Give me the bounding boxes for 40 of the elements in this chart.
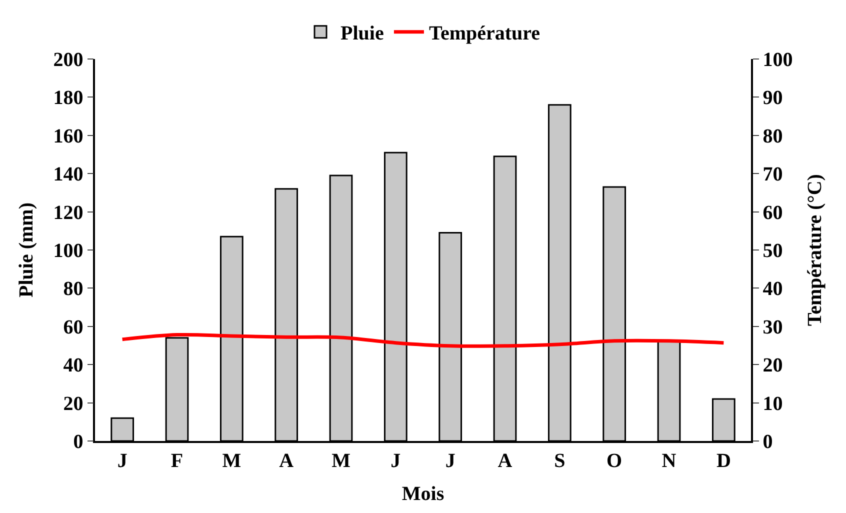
y-axis-title: Pluie (mm): [15, 202, 38, 298]
y-tick-label: 40: [63, 354, 84, 377]
y2-axis-title: Température (°C): [804, 174, 826, 326]
legend-label: Température: [428, 22, 540, 45]
y-tick-label: 100: [53, 240, 84, 262]
x-tick-label: J: [445, 450, 456, 472]
x-tick-label: N: [662, 450, 677, 472]
y-tick-label: 180: [53, 87, 84, 110]
y2-tick-label: 60: [762, 202, 783, 224]
y2-tick-label: 40: [762, 278, 783, 300]
x-tick-label: M: [222, 450, 242, 472]
y-tick-label: 160: [53, 125, 84, 148]
y2-tick-label: 70: [762, 164, 783, 186]
y-tick-label: 60: [63, 316, 84, 338]
x-tick-label: M: [332, 450, 351, 472]
y2-tick-label: 10: [762, 392, 783, 415]
y-tick-label: 80: [63, 278, 84, 300]
x-tick-label: A: [279, 450, 294, 472]
y-tick-label: 0: [73, 431, 84, 453]
legend-label: Pluie: [340, 22, 384, 45]
y2-tick-label: 0: [762, 431, 773, 453]
y2-tick-label: 100: [762, 49, 793, 71]
x-tick-label: D: [716, 450, 731, 472]
x-tick-label: S: [554, 450, 566, 472]
y2-tick-label: 30: [762, 316, 783, 338]
y2-tick-label: 20: [762, 354, 783, 377]
y2-tick-label: 50: [762, 240, 783, 262]
y2-tick-label: 80: [762, 125, 783, 148]
x-tick-label: J: [117, 450, 128, 472]
line-series: [120, 332, 726, 348]
y-tick-label: 20: [63, 392, 84, 415]
y-tick-label: 120: [53, 202, 84, 224]
x-tick-label: A: [498, 450, 513, 472]
y-tick-label: 200: [53, 49, 84, 71]
x-tick-label: O: [606, 450, 622, 472]
y2-tick-label: 90: [762, 87, 783, 110]
x-tick-label: J: [390, 450, 401, 472]
x-axis-title: Mois: [402, 482, 444, 505]
y-tick-label: 140: [53, 164, 84, 186]
x-tick-label: F: [170, 450, 184, 472]
